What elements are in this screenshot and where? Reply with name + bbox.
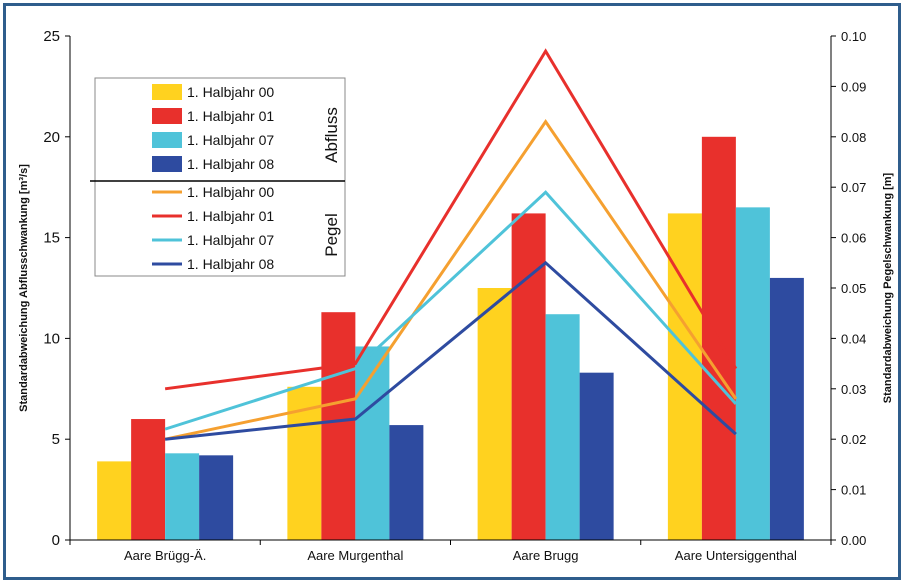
line-series-3 [164, 190, 737, 431]
bar-4-4 [769, 277, 804, 540]
line-series-2 [164, 48, 738, 391]
right-tick-label: 0.08 [841, 130, 866, 145]
bar-4-2 [389, 425, 424, 540]
right-tick-label: 0.05 [841, 281, 866, 296]
bar-3-2 [355, 346, 390, 540]
legend-label: 1. Halbjahr 08 [187, 156, 274, 172]
legend-label: 1. Halbjahr 01 [187, 108, 274, 124]
right-tick-label: 0.00 [841, 533, 866, 548]
line-series-1 [164, 119, 738, 441]
left-tick-label: 0 [52, 532, 60, 549]
bar-3-1 [165, 453, 200, 540]
left-tick-label: 15 [43, 230, 60, 247]
bar-2-3 [511, 213, 546, 540]
legend-label: 1. Halbjahr 00 [187, 184, 274, 200]
right-tick-label: 0.04 [841, 331, 866, 346]
legend-label: 1. Halbjahr 07 [187, 232, 274, 248]
left-axis-title: Standardabweichung Abflusschwankung [m³/… [18, 164, 30, 412]
left-tick-label: 10 [43, 330, 60, 347]
left-tick-label: 20 [43, 129, 60, 146]
x-tick-label: Aare Brügg-Ä. [124, 548, 206, 563]
bar-1-1 [97, 461, 132, 540]
x-tick-label: Aare Untersiggenthal [675, 548, 797, 563]
legend-box [94, 77, 346, 277]
right-tick-label: 0.02 [841, 432, 866, 447]
right-tick-label: 0.01 [841, 483, 866, 498]
bar-2-2 [321, 312, 356, 540]
legend-swatch-bar [152, 84, 182, 100]
legend-label: 1. Halbjahr 07 [187, 132, 274, 148]
right-tick-label: 0.06 [841, 231, 866, 246]
legend-label: 1. Halbjahr 00 [187, 84, 274, 100]
right-axis-title: Standardabweichung Pegelschwankung [m] [882, 172, 894, 403]
legend-swatch-bar [152, 156, 182, 172]
right-tick-label: 0.09 [841, 79, 866, 94]
x-tick-label: Aare Murgenthal [307, 548, 403, 563]
x-tick-label: Aare Brugg [513, 548, 579, 563]
bar-2-1 [131, 419, 166, 540]
legend-group-label-abfluss: Abfluss [322, 107, 341, 163]
bar-1-3 [477, 288, 512, 540]
bar-4-3 [579, 372, 614, 540]
line-series-4 [164, 260, 737, 441]
right-tick-label: 0.03 [841, 382, 866, 397]
left-tick-label: 5 [52, 431, 60, 448]
legend-swatch-bar [152, 132, 182, 148]
bar-3-4 [735, 207, 770, 541]
bar-3-3 [545, 314, 580, 540]
legend-label: 1. Halbjahr 01 [187, 208, 274, 224]
legend-group-label-pegel: Pegel [322, 213, 341, 256]
left-tick-label: 25 [43, 28, 60, 45]
legend-label: 1. Halbjahr 08 [187, 256, 274, 272]
bar-4-1 [199, 455, 234, 540]
right-tick-label: 0.07 [841, 180, 866, 195]
right-tick-label: 0.10 [841, 29, 866, 44]
legend-swatch-bar [152, 108, 182, 124]
